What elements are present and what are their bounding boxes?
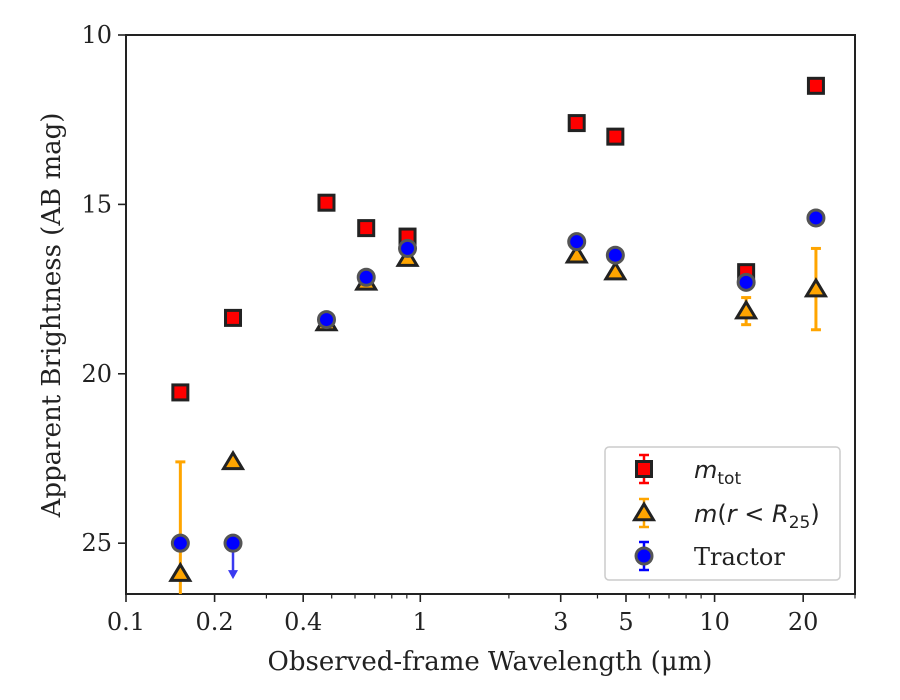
legend: mtot m(r < R25) Tractor xyxy=(604,446,841,581)
square-point xyxy=(224,308,243,327)
square-point xyxy=(357,219,376,238)
x-tick-label: 1 xyxy=(413,608,428,636)
circle-point xyxy=(736,272,756,292)
x-tick-label: 10 xyxy=(699,608,730,636)
triangle-point xyxy=(168,561,193,582)
x-tick-label: 3 xyxy=(553,608,568,636)
legend-label-tractor: Tractor xyxy=(694,543,785,571)
legend-item-mtot: mtot xyxy=(635,453,741,489)
circle-point xyxy=(170,533,190,553)
x-tick-label: 0.1 xyxy=(107,608,145,636)
legend-item-tractor: Tractor xyxy=(634,540,785,572)
legend-label-lt: < xyxy=(737,500,772,528)
square-point xyxy=(606,127,625,146)
legend-label-m: m xyxy=(694,456,717,484)
circle-point xyxy=(398,238,418,258)
legend-label-mr: m(r < R25) xyxy=(694,500,820,533)
legend-label-m: m xyxy=(694,500,717,528)
legend-box xyxy=(604,446,841,581)
x-tick-label: 20 xyxy=(788,608,819,636)
legend-label-mtot: mtot xyxy=(694,456,741,489)
y-tick-label: 20 xyxy=(81,360,112,388)
triangle-point xyxy=(734,299,759,320)
triangle-point xyxy=(603,260,628,281)
triangle-point xyxy=(220,449,246,471)
y-axis: 10 15 20 25 xyxy=(81,21,126,557)
y-tick-label: 15 xyxy=(81,190,112,218)
legend-item-mr: m(r < R25) xyxy=(631,497,820,533)
x-tick-label: 0.2 xyxy=(196,608,234,636)
legend-marker xyxy=(635,460,653,478)
circle-point xyxy=(605,245,625,265)
legend-label-r: r xyxy=(727,500,739,528)
legend-label-R: R xyxy=(772,500,789,528)
triangle-point xyxy=(803,277,829,298)
square-point xyxy=(171,383,190,402)
square-point xyxy=(567,114,586,133)
x-axis: 0.1 0.2 0.4 1 3 5 10 20 xyxy=(107,594,856,636)
circle-point xyxy=(223,533,243,553)
legend-label-sub: tot xyxy=(717,469,741,489)
legend-label-paren: ( xyxy=(717,500,726,528)
circle-point xyxy=(806,208,826,228)
legend-label-close: ) xyxy=(810,500,819,528)
legend-label-sub: 25 xyxy=(789,513,811,533)
square-point xyxy=(317,193,336,212)
square-point xyxy=(806,76,825,95)
data-points xyxy=(168,76,829,594)
circle-point xyxy=(356,267,376,287)
x-tick-label: 0.4 xyxy=(284,608,322,636)
y-tick-label: 25 xyxy=(81,529,112,557)
legend-marker xyxy=(634,546,654,566)
legend-marker xyxy=(631,501,657,522)
x-axis-label: Observed-frame Wavelength (μm) xyxy=(268,647,713,677)
x-tick-label: 5 xyxy=(618,608,633,636)
upper-limit-arrowhead xyxy=(228,570,239,580)
circle-point xyxy=(567,232,587,252)
y-tick-label: 10 xyxy=(81,21,112,49)
circle-point xyxy=(316,310,336,330)
triangle-point xyxy=(564,243,589,264)
y-axis-label: Apparent Brightness (AB mag) xyxy=(37,113,67,519)
